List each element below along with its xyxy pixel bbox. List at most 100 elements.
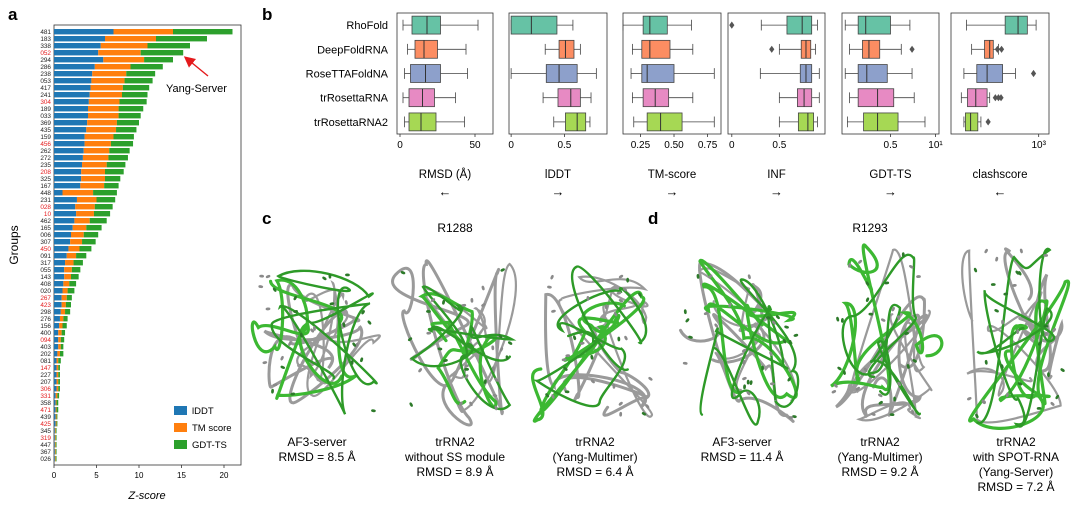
base-glyph [265, 274, 271, 279]
bar-lddt [54, 134, 85, 140]
bar-tm-score [68, 246, 80, 252]
bar-lddt [54, 295, 62, 301]
base-glyph [858, 259, 863, 264]
base-glyph [262, 361, 268, 365]
bar-tm-score [89, 92, 122, 98]
yang-server-arrow [183, 56, 209, 77]
bar-lddt [54, 337, 59, 343]
base-glyph [1060, 368, 1065, 372]
group-label: 448 [40, 190, 51, 197]
group-label: 338 [40, 43, 51, 50]
base-glyph [975, 413, 979, 419]
group-label: 006 [40, 232, 51, 239]
model-backbone [841, 253, 921, 416]
box-panel-lddt: 0 0.5 lDDT → [508, 12, 608, 199]
structure-caption: RMSD = 8.9 Å [416, 464, 493, 479]
group-label: 425 [40, 421, 51, 428]
bar-gdt-ts [55, 442, 57, 448]
box-panel-frame [727, 12, 826, 135]
panel-a-xlabel: Z-score [127, 490, 165, 502]
base-glyph [893, 396, 897, 402]
group-label: 227 [40, 372, 51, 379]
group-label: 304 [40, 99, 51, 106]
bar-gdt-ts [147, 43, 190, 49]
base-glyph [714, 323, 719, 328]
bar-tm-score [59, 316, 64, 322]
base-glyph [494, 377, 499, 382]
bar-lddt [54, 190, 63, 196]
base-glyph [258, 285, 264, 289]
base-glyph [911, 409, 915, 415]
base-glyph [995, 256, 999, 262]
bar-lddt [54, 400, 56, 406]
bar-lddt [54, 106, 88, 112]
base-glyph [499, 347, 504, 352]
bar-gdt-ts [56, 407, 59, 413]
group-label: 471 [40, 407, 51, 414]
bar-lddt [54, 43, 101, 49]
bar-tm-score [54, 435, 56, 441]
bar-lddt [54, 71, 93, 77]
bar-tm-score [57, 351, 60, 357]
bar-gdt-ts [55, 449, 57, 455]
bar-lddt [54, 162, 83, 168]
base-glyph [1011, 284, 1017, 287]
base-glyph [313, 326, 316, 331]
box [641, 64, 675, 83]
base-glyph [855, 386, 860, 391]
method-label: RhoFold [346, 20, 388, 32]
box [984, 39, 994, 59]
tick-label: 0 [508, 140, 514, 151]
base-glyph [288, 341, 292, 346]
group-label: 345 [40, 428, 51, 435]
tick-label: 0 [729, 140, 735, 151]
base-glyph [904, 331, 909, 335]
base-glyph [293, 310, 299, 313]
base-glyph [355, 342, 359, 348]
bar-tm-score [56, 386, 59, 392]
bar-tm-score [88, 99, 120, 105]
group-label: 408 [40, 281, 51, 288]
panel-c-letter: c [262, 209, 271, 228]
base-glyph [437, 347, 443, 351]
bar-lddt [54, 36, 105, 42]
base-glyph [1052, 328, 1057, 333]
model-backbone [698, 258, 798, 399]
group-label: 143 [40, 274, 51, 281]
bar-tm-score [60, 309, 66, 315]
base-glyph [742, 376, 747, 381]
box [857, 15, 891, 35]
group-label: 272 [40, 155, 51, 162]
base-glyph [1005, 392, 1009, 398]
base-glyph [547, 285, 552, 289]
base-glyph [483, 379, 487, 384]
base-glyph [708, 274, 713, 279]
group-label: 235 [40, 162, 51, 169]
base-glyph [747, 274, 751, 280]
bar-lddt [54, 330, 59, 336]
base-glyph [443, 359, 448, 363]
base-glyph [784, 325, 789, 329]
bar-tm-score [94, 64, 131, 70]
group-label: 202 [40, 351, 51, 358]
base-glyph [564, 390, 570, 394]
bar-lddt [54, 281, 64, 287]
structure-caption: RMSD = 8.5 Å [278, 449, 355, 464]
base-glyph [507, 341, 513, 345]
rna-structure [829, 243, 944, 422]
outlier [992, 94, 998, 102]
box [863, 112, 899, 132]
bar-tm-score [84, 134, 114, 140]
base-glyph [350, 360, 354, 365]
bar-gdt-ts [86, 225, 102, 231]
bar-gdt-ts [130, 64, 163, 70]
bar-gdt-ts [140, 50, 184, 56]
base-glyph [863, 367, 868, 372]
box [862, 39, 881, 59]
outlier [1030, 69, 1037, 78]
bar-tm-score [71, 232, 84, 238]
bar-tm-score [92, 71, 127, 77]
structure-caption: trRNA2 [860, 435, 900, 449]
structure-caption: (Yang-Server) [979, 465, 1053, 479]
bar-gdt-ts [104, 183, 119, 189]
